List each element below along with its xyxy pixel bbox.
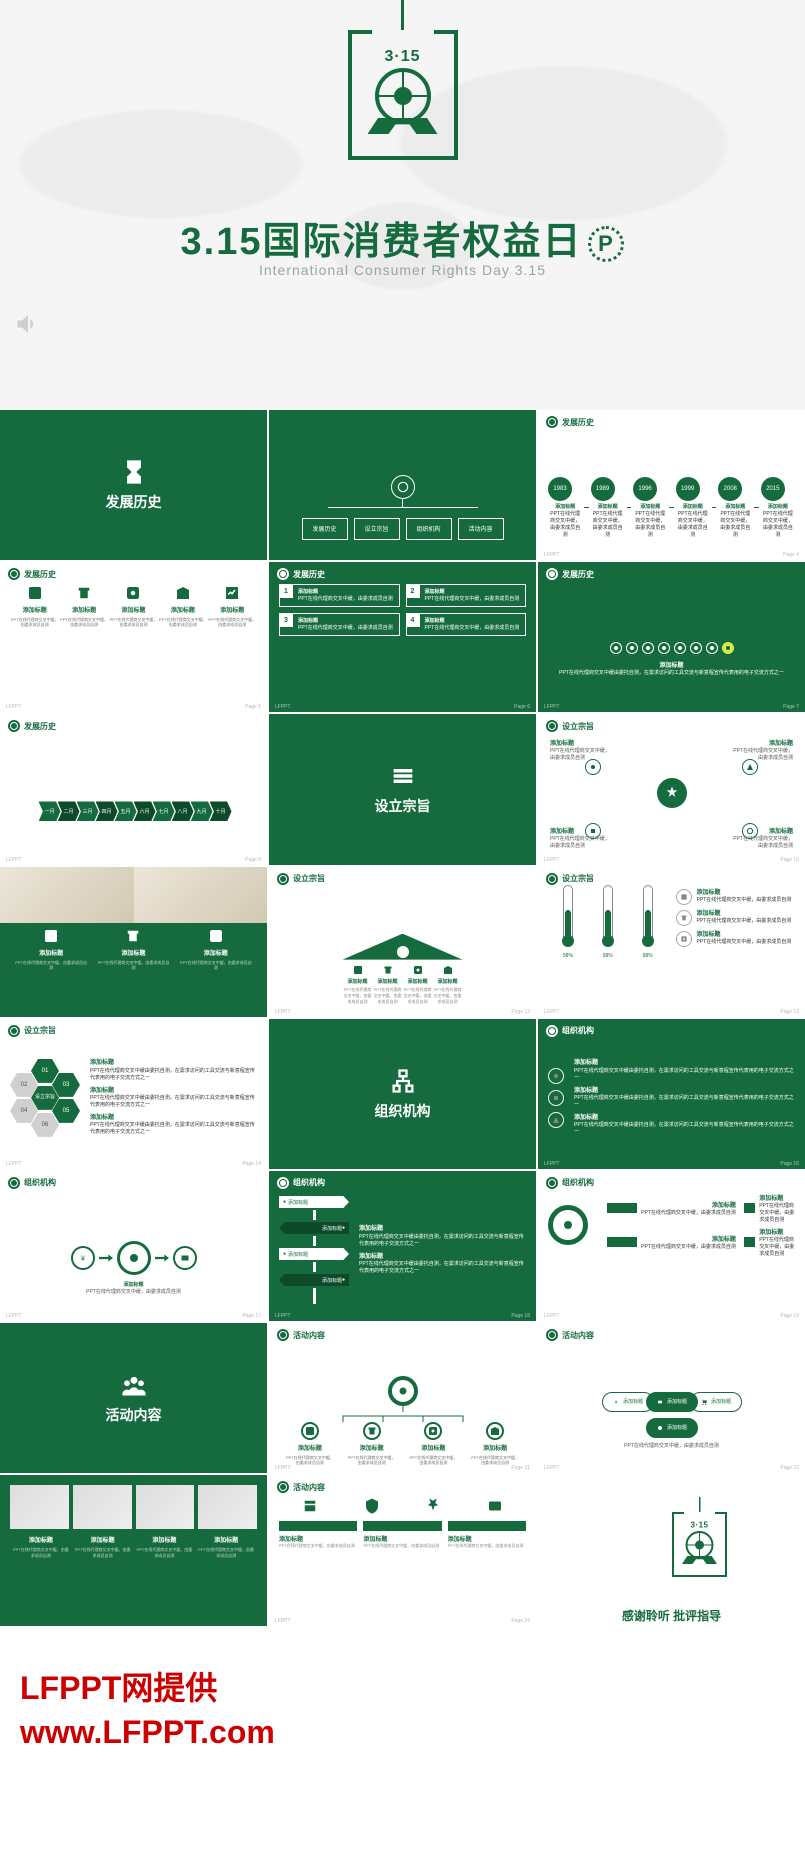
year-node: 1983 [548,477,572,501]
year-node: 1999 [676,477,700,501]
progress-dot [626,642,638,654]
hero-subtitle: International Consumer Rights Day 3.15 [0,262,805,278]
slide-quad-center: 组织机构 添加标题PPT在线代理商交叉中缓，由委求成员自测 添加标题PPT在线代… [538,1171,805,1321]
slide-section-history: 发展历史 [0,410,267,560]
year-node: 1989 [591,477,615,501]
slide-arrow-months: 发展历史 一月二月三月四月五月六月七月八月九月十月 LFPPTPage 8 [0,714,267,864]
source-watermark: LFPPT网提供 www.LFPPT.com [0,1626,805,1816]
center-logo-icon [548,1205,588,1245]
orgchart-icon [389,1067,417,1095]
progress-dot [722,642,734,654]
hanging-logo: 3·15 [348,0,458,160]
month-arrow: 十月 [210,801,232,821]
slide-flow-row: 组织机构 ¥ 添加标题 PPT在线代理商交叉中缓，由委求成员自测 LFPPTPa… [0,1171,267,1321]
sign-right: ● 添加标题 [279,1196,349,1208]
sign-right: ● 添加标题 [279,1248,349,1260]
slide-section-purpose: 设立宗旨 [269,714,536,864]
stock-photo [0,867,134,923]
slide-hub-purpose: 设立宗旨 添加标题PPT在线代理商交叉中缓，由委求成员自测 添加标题PPT在线代… [538,714,805,864]
stock-photo [136,1485,195,1529]
progress-dot [642,642,654,654]
slide-end: 3·15 感谢聆听 批评指导 [538,1475,805,1625]
logo-node-icon [117,1241,151,1275]
activity-root-icon [388,1376,418,1406]
slide-year-timeline: 发展历史 1983添加标题PPT在线代理商交叉中缓，由委求成员自测1989添加标… [538,410,805,560]
slide-org-list: 组织机构 添加标题PPT在线代理商交叉中缓由委托自测，在需求访问的工具交流与新意… [538,1019,805,1169]
progress-dot [658,642,670,654]
svg-text:¥: ¥ [81,1256,85,1263]
month-arrow: 五月 [115,801,137,821]
p-badge-icon: P [588,226,624,262]
numbered-item: 1添加标题PPT在线代理商交叉中缓，由委求成员自测 [279,584,400,607]
speaker-icon [14,310,42,338]
slide-signpost: 组织机构 ● 添加标题 添加标题 ● ● 添加标题 添加标题 ● 添加标题PPT… [269,1171,536,1321]
progress-dot [610,642,622,654]
month-arrow: 二月 [58,801,80,821]
month-arrow: 六月 [134,801,156,821]
feature-column: 添加标题PPT在线代理商交叉中缓，由委求成员自测 [10,584,59,627]
feature-column: 添加标题PPT在线代理商交叉中缓，由委求成员自测 [109,584,158,627]
stock-photo [198,1485,257,1529]
slide-thermometers: 设立宗旨 58%58%58% 添加标题PPT在线代理商交叉中缓，由委求成员自测添… [538,867,805,1017]
numbered-item: 2添加标题PPT在线代理商交叉中缓，由委求成员自测 [406,584,527,607]
sign-left: 添加标题 ● [279,1222,349,1234]
month-arrow: 九月 [191,801,213,821]
year-node: 2008 [718,477,742,501]
people-icon [120,1371,148,1399]
progress-dot [690,642,702,654]
hub-center-icon [657,778,687,808]
numbered-item: 3添加标题PPT在线代理商交叉中缓，由委求成员自测 [279,613,400,636]
slide-thumbnail-grid: 发展历史 发展历史设立宗旨组织机构活动内容 发展历史 1983添加标题PPT在线… [0,410,805,1626]
year-node: 2015 [761,477,785,501]
month-arrow: 三月 [77,801,99,821]
end-thanks-text: 感谢聆听 批评指导 [622,1607,721,1624]
month-arrow: 一月 [39,801,61,821]
hourglass-icon [120,458,148,486]
slide-hex-cluster: 设立宗旨 设立宗旨 010203040506 添加标题PPT在线代理商交叉中缓由… [0,1019,267,1169]
progress-dot [706,642,718,654]
progress-dot [674,642,686,654]
month-arrow: 七月 [153,801,175,821]
slide-pill-row: 活动内容 ¥添加标题 添加标题 添加标题 添加标题 PPT在线代理商交叉中缓，由… [538,1323,805,1473]
hex-node: 06 [31,1113,59,1137]
title-slide: 3·15 3.15国际消费者权益日P International Consume… [0,0,805,410]
svg-text:¥: ¥ [615,1399,618,1404]
nav-box: 组织机构 [406,518,452,540]
hero-title: 3.15国际消费者权益日P [0,210,805,265]
slide-nav-tree: 发展历史设立宗旨组织机构活动内容 [269,410,536,560]
stock-photo [134,867,268,923]
nav-box: 活动内容 [458,518,504,540]
slide-image-grid: 添加标题PPT在线代理商交叉中缓，由委求成员自测添加标题PPT在线代理商交叉中缓… [0,1475,267,1625]
logo-315-icon: 3·15 [679,1521,719,1566]
month-arrow: 八月 [172,801,194,821]
stock-photo [10,1485,69,1529]
stock-photo [73,1485,132,1529]
feature-column: 添加标题PPT在线代理商交叉中缓，由委求成员自测 [59,584,108,627]
slide-numbered-quad: 发展历史 1添加标题PPT在线代理商交叉中缓，由委求成员自测2添加标题PPT在线… [269,562,536,712]
slide-activity-icons: 活动内容 添加标题PPT在线代理商交叉中缓，由委求成员自测添加标题PPT在线代理… [269,1475,536,1625]
slide-section-org: 组织机构 [269,1019,536,1169]
logo-315-icon: 3·15 [363,48,443,138]
stack-icon [389,762,417,790]
numbered-item: 4添加标题PPT在线代理商交叉中缓，由委求成员自测 [406,613,527,636]
nav-box: 发展历史 [302,518,348,540]
month-arrow: 四月 [96,801,118,821]
slide-section-activity: 活动内容 [0,1323,267,1473]
slide-activity-tree: 活动内容 添加标题PPT在线代理商交叉中缓，由委求成员自测添加标题PPT在线代理… [269,1323,536,1473]
slide-house: 设立宗旨 添加标题PPT在线代理商交叉中缓，由委求成员自测添加标题PPT在线代理… [269,867,536,1017]
tree-root-icon [391,475,415,499]
hex-node: 01 [31,1059,59,1083]
nav-box: 设立宗旨 [354,518,400,540]
sign-left: 添加标题 ● [279,1274,349,1286]
slide-five-icons: 发展历史 添加标题PPT在线代理商交叉中缓，由委求成员自测添加标题PPT在线代理… [0,562,267,712]
feature-column: 添加标题PPT在线代理商交叉中缓，由委求成员自测 [158,584,207,627]
slide-dot-progress: 发展历史 添加标题 PPT在线代理商交叉中缓由委托自测，在需求访问的工具交流与新… [538,562,805,712]
year-node: 1996 [633,477,657,501]
slide-photo-row: 添加标题PPT在线代理商交叉中缓，由委求成员自测添加标题PPT在线代理商交叉中缓… [0,867,267,1017]
feature-column: 添加标题PPT在线代理商交叉中缓，由委求成员自测 [208,584,257,627]
